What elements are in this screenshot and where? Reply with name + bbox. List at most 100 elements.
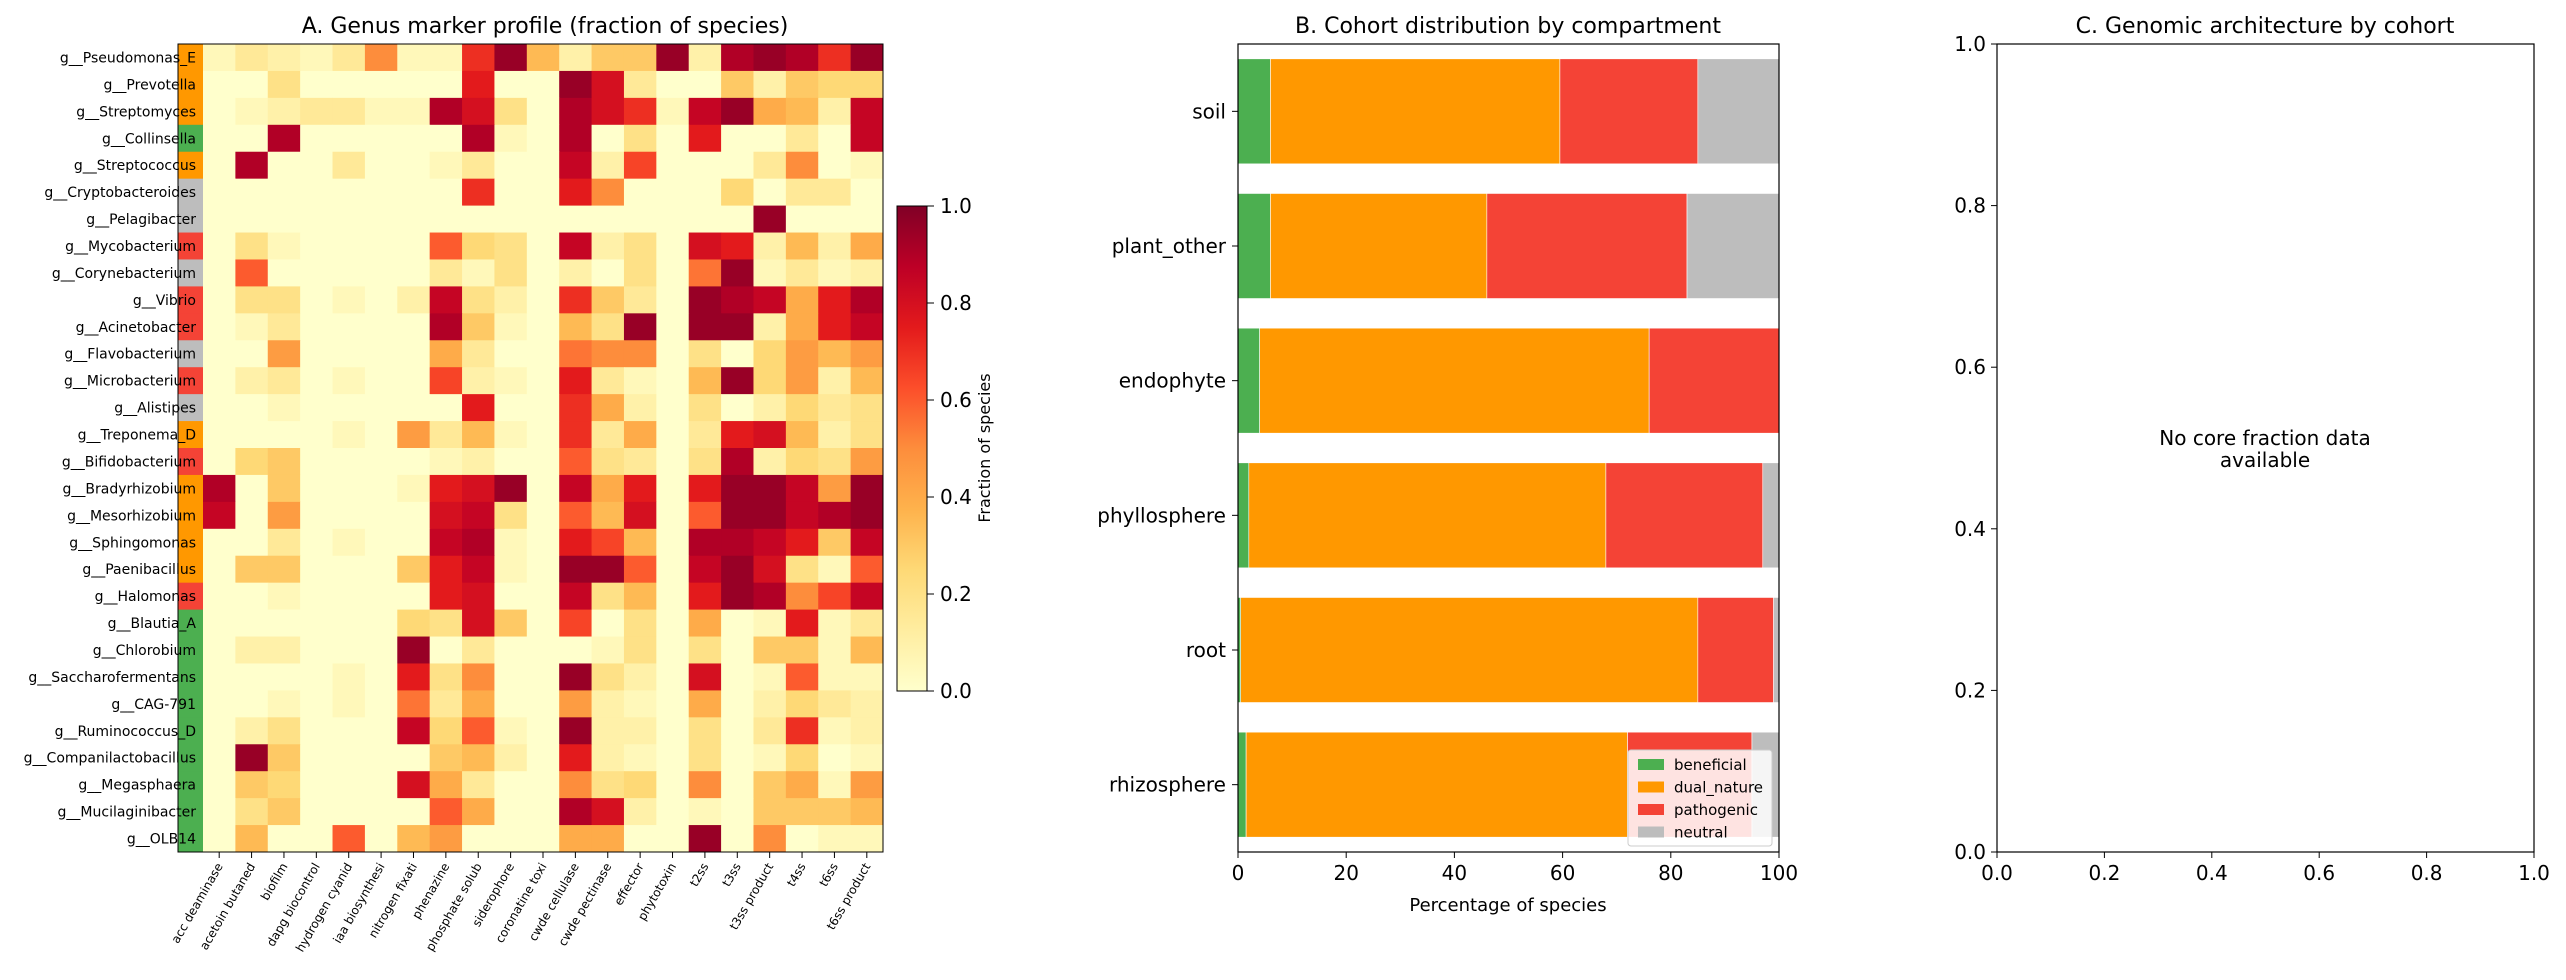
cohort-swatch: [178, 394, 203, 422]
heatmap-cell: [462, 286, 495, 314]
heatmap-cell: [818, 609, 852, 638]
x-tick-label: 20: [1333, 861, 1358, 885]
heatmap-cell: [688, 232, 722, 260]
heatmap-cell: [526, 340, 560, 368]
heatmap-cell: [332, 528, 366, 557]
heatmap-cell: [429, 798, 463, 826]
heatmap-cell: [818, 340, 852, 368]
heatmap-cell: [462, 501, 495, 530]
row-label: g__Corynebacterium: [52, 266, 196, 282]
heatmap-cell: [785, 825, 819, 853]
heatmap-cell: [688, 340, 722, 368]
heatmap-cell: [526, 825, 560, 853]
heatmap-cell: [203, 771, 236, 799]
colorbar-tick-label: 1.0: [940, 194, 972, 218]
heatmap-cell: [235, 717, 269, 745]
heatmap-cell: [332, 44, 366, 72]
heatmap-cell: [591, 744, 625, 772]
heatmap-cell: [721, 124, 754, 153]
heatmap-cell: [753, 124, 787, 153]
heatmap-cell: [753, 501, 787, 530]
heatmap-cell: [429, 367, 463, 395]
heatmap-cell: [332, 771, 366, 799]
heatmap-cell: [332, 663, 366, 691]
heatmap-cell: [494, 367, 528, 395]
heatmap-cell: [397, 528, 431, 557]
legend-swatch: [1638, 826, 1664, 838]
heatmap-cell: [267, 313, 301, 341]
heatmap-cell: [300, 771, 334, 799]
heatmap-cell: [235, 636, 269, 664]
heatmap-cell: [721, 394, 754, 422]
heatmap-cell: [591, 97, 625, 126]
heatmap-cell: [462, 528, 495, 557]
heatmap-cell: [364, 367, 398, 395]
heatmap-cell: [753, 798, 787, 826]
heatmap-cell: [429, 744, 463, 772]
heatmap-cell: [656, 205, 690, 234]
heatmap-cell: [203, 205, 236, 234]
heatmap-cell: [591, 771, 625, 799]
heatmap-cell: [203, 367, 236, 395]
heatmap-cell: [332, 394, 366, 422]
colorbar-label: Fraction of species: [975, 373, 994, 522]
heatmap-cell: [688, 97, 722, 126]
heatmap-cell: [267, 205, 301, 234]
heatmap-cell: [591, 259, 625, 287]
heatmap-cell: [267, 474, 301, 503]
heatmap-cell: [203, 286, 236, 314]
heatmap-cell: [818, 663, 852, 691]
heatmap-cell: [785, 151, 819, 180]
heatmap-cell: [785, 528, 819, 557]
heatmap-cell: [559, 124, 593, 153]
heatmap-cell: [623, 555, 657, 584]
y-tick-label: 0.6: [1954, 355, 1986, 379]
heatmap-cell: [753, 771, 787, 799]
heatmap-cell: [623, 609, 657, 638]
legend-label: neutral: [1674, 824, 1728, 842]
legend-label: beneficial: [1674, 756, 1747, 774]
heatmap-cell: [332, 798, 366, 826]
colorbar-gradient: [896, 205, 928, 692]
row-label: g__Cryptobacteroides: [44, 185, 196, 201]
heatmap-cell: [785, 744, 819, 772]
heatmap-cell: [429, 151, 463, 180]
panel-b-legend: beneficial dual_nature pathogenic neutral: [1627, 749, 1773, 847]
legend-label: pathogenic: [1674, 801, 1758, 819]
heatmap-cell: [656, 609, 690, 638]
heatmap-cell: [785, 448, 819, 476]
heatmap-cell: [656, 528, 690, 557]
heatmap-cell: [623, 44, 657, 72]
heatmap-cell: [785, 44, 819, 72]
cohort-swatch: [178, 178, 203, 207]
heatmap-cell: [623, 151, 657, 180]
heatmap-cell: [818, 474, 852, 503]
heatmap-frame: [177, 43, 884, 853]
heatmap-cell: [623, 313, 657, 341]
heatmap-cell: [332, 232, 366, 260]
heatmap-cell: [462, 259, 495, 287]
heatmap-cell: [753, 205, 787, 234]
heatmap-cell: [429, 97, 463, 126]
heatmap-cell: [688, 286, 722, 314]
heatmap-cell: [559, 771, 593, 799]
heatmap-cell: [397, 151, 431, 180]
heatmap-cell: [688, 717, 722, 745]
heatmap-cell: [300, 151, 334, 180]
heatmap-cell: [688, 367, 722, 395]
heatmap-cell: [656, 825, 690, 853]
heatmap-cell: [462, 124, 495, 153]
heatmap-cell: [688, 825, 722, 853]
heatmap-cell: [623, 178, 657, 207]
heatmap-cell: [688, 259, 722, 287]
cohort-swatch: [178, 555, 203, 584]
heatmap-cell: [850, 70, 884, 99]
heatmap-cell: [850, 582, 884, 611]
heatmap-cell: [721, 555, 754, 584]
heatmap-cell: [526, 636, 560, 664]
no-data-message: No core fraction data available: [2159, 426, 2370, 472]
heatmap-cell: [364, 636, 398, 664]
heatmap-cell: [526, 151, 560, 180]
row-label: g__Blautia_A: [108, 616, 197, 632]
heatmap-cell: [591, 501, 625, 530]
